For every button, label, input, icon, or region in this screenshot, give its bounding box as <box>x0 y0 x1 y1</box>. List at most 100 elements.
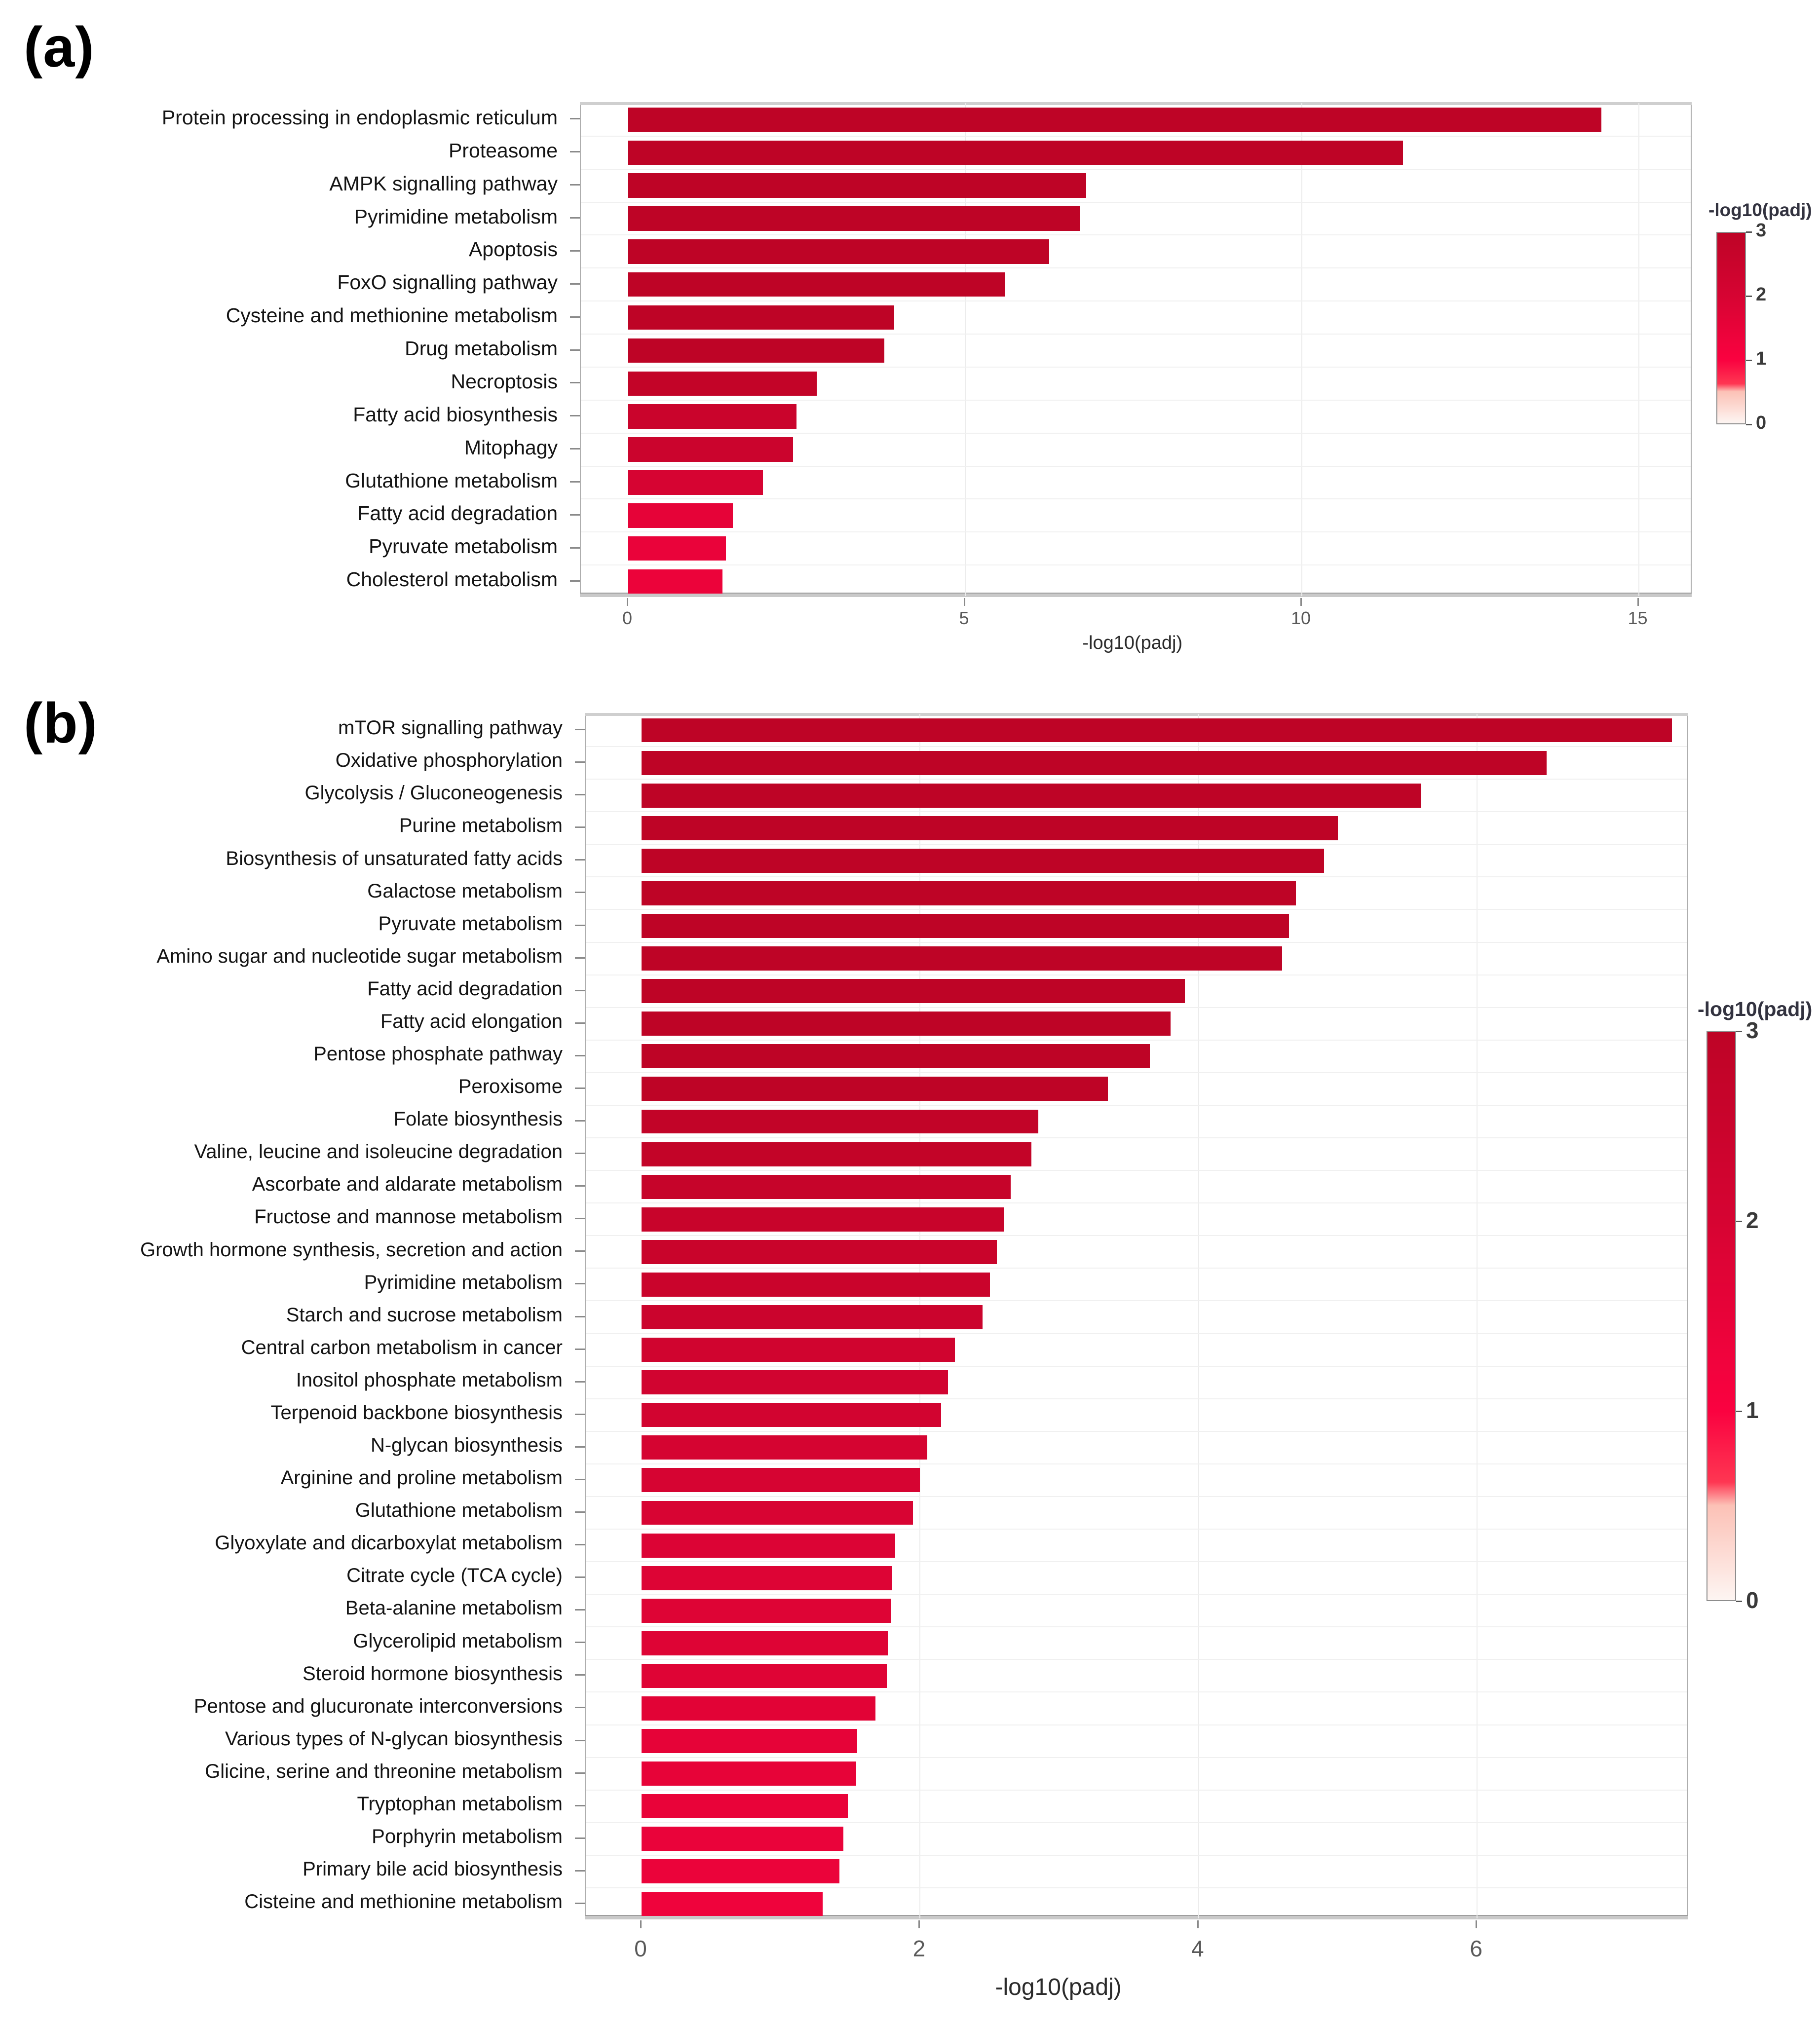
category-label: Beta-alanine metabolism <box>345 1597 563 1619</box>
y-tick-mark <box>570 415 580 417</box>
bar-b-4 <box>642 816 1338 840</box>
bar-b-17 <box>642 1239 997 1264</box>
row-gridline <box>586 1300 1687 1302</box>
panel-a-axis-line <box>580 593 1692 597</box>
category-label: Growth hormone synthesis, secretion and … <box>140 1238 563 1261</box>
y-tick-mark <box>575 794 585 796</box>
y-tick-mark <box>570 184 580 186</box>
legend-tick-mark <box>1746 424 1752 425</box>
bar-b-8 <box>642 946 1283 971</box>
bar-b-24 <box>642 1468 920 1493</box>
y-tick-mark <box>575 1381 585 1383</box>
row-gridline <box>586 1757 1687 1758</box>
category-label: Necroptosis <box>451 370 558 393</box>
x-tick-label: 0 <box>622 608 633 628</box>
panel-b-plot-area <box>585 713 1688 1919</box>
y-tick-mark <box>575 1087 585 1089</box>
bar-a-14 <box>628 536 726 561</box>
category-label: Glutathione metabolism <box>355 1499 563 1522</box>
bar-b-10 <box>642 1012 1171 1036</box>
category-label: Porphyrin metabolism <box>372 1825 563 1847</box>
row-gridline <box>586 1626 1687 1628</box>
y-tick-mark <box>570 481 580 483</box>
category-label: Starch and sucrose metabolism <box>286 1304 563 1326</box>
x-tick-label: 2 <box>912 1936 926 1961</box>
bar-a-2 <box>628 140 1403 165</box>
category-label: Cisteine and methionine metabolism <box>244 1891 563 1913</box>
category-label: Various types of N-glycan biosynthesis <box>225 1727 563 1750</box>
y-tick-mark <box>575 924 585 926</box>
bar-b-5 <box>642 848 1324 873</box>
bar-b-20 <box>642 1338 955 1362</box>
bar-b-2 <box>642 750 1547 775</box>
y-tick-mark <box>575 1576 585 1578</box>
row-gridline <box>586 1137 1687 1139</box>
row-gridline <box>586 1104 1687 1106</box>
row-gridline <box>581 432 1691 434</box>
bar-b-35 <box>642 1827 844 1851</box>
bar-a-6 <box>628 272 1006 297</box>
row-gridline <box>586 779 1687 780</box>
row-gridline <box>586 1529 1687 1530</box>
panel-b-label: (b) <box>24 692 98 755</box>
y-tick-mark <box>570 448 580 450</box>
category-label: Glicine, serine and threonine metabolism <box>205 1760 563 1782</box>
category-label: Pyrimidine metabolism <box>364 1271 563 1293</box>
y-tick-mark <box>570 580 580 582</box>
bar-b-34 <box>642 1794 848 1819</box>
category-label: Primary bile acid biosynthesis <box>303 1858 563 1880</box>
category-label: Citrate cycle (TCA cycle) <box>346 1565 563 1587</box>
legend-tick-label: 3 <box>1756 220 1767 241</box>
y-tick-mark <box>570 547 580 549</box>
bar-b-9 <box>642 979 1185 1004</box>
y-tick-mark <box>570 118 580 120</box>
row-gridline <box>581 465 1691 467</box>
bar-b-37 <box>642 1892 823 1916</box>
row-gridline <box>581 300 1691 302</box>
category-label: FoxO signalling pathway <box>337 271 558 294</box>
category-label: Glutathione metabolism <box>345 469 558 492</box>
legend-tick-label: 0 <box>1756 412 1767 434</box>
row-gridline <box>586 876 1687 878</box>
row-gridline <box>581 366 1691 368</box>
bar-a-13 <box>628 503 733 528</box>
category-label: Fatty acid elongation <box>380 1010 563 1032</box>
y-tick-mark <box>570 349 580 351</box>
category-label: Protein processing in endoplasmic reticu… <box>161 106 558 129</box>
y-tick-mark <box>570 283 580 285</box>
y-tick-mark <box>575 1120 585 1122</box>
y-tick-mark <box>575 1315 585 1317</box>
y-tick-mark <box>575 1413 585 1415</box>
y-tick-mark <box>575 1185 585 1187</box>
x-gridline-15 <box>1638 103 1639 596</box>
row-gridline <box>586 1072 1687 1073</box>
category-label: Apoptosis <box>468 238 558 261</box>
bar-a-4 <box>628 206 1080 231</box>
bar-a-7 <box>628 305 895 330</box>
category-label: Central carbon metabolism in cancer <box>241 1336 563 1358</box>
y-tick-mark <box>575 1902 585 1904</box>
legend-tick-label: 2 <box>1746 1207 1759 1234</box>
y-tick-mark <box>570 217 580 219</box>
bar-a-9 <box>628 371 817 396</box>
y-tick-mark <box>575 1283 585 1285</box>
bar-b-15 <box>642 1174 1011 1199</box>
bar-a-10 <box>628 404 797 429</box>
legend-tick-mark <box>1746 296 1752 297</box>
row-gridline <box>581 531 1691 533</box>
row-gridline <box>586 1170 1687 1171</box>
row-gridline <box>586 1691 1687 1693</box>
bar-a-5 <box>628 239 1050 264</box>
category-label: Proteasome <box>448 139 558 162</box>
x-tick-mark <box>1476 1920 1478 1928</box>
row-gridline <box>586 1039 1687 1041</box>
legend-tick-mark <box>1736 1221 1742 1222</box>
legend-tick-mark <box>1736 1411 1742 1412</box>
bar-b-26 <box>642 1533 895 1558</box>
row-gridline <box>581 399 1691 401</box>
bar-b-27 <box>642 1566 892 1590</box>
bar-b-7 <box>642 914 1289 938</box>
category-label: Terpenoid backbone biosynthesis <box>270 1401 563 1424</box>
panel-b-axis-line <box>585 1915 1688 1919</box>
